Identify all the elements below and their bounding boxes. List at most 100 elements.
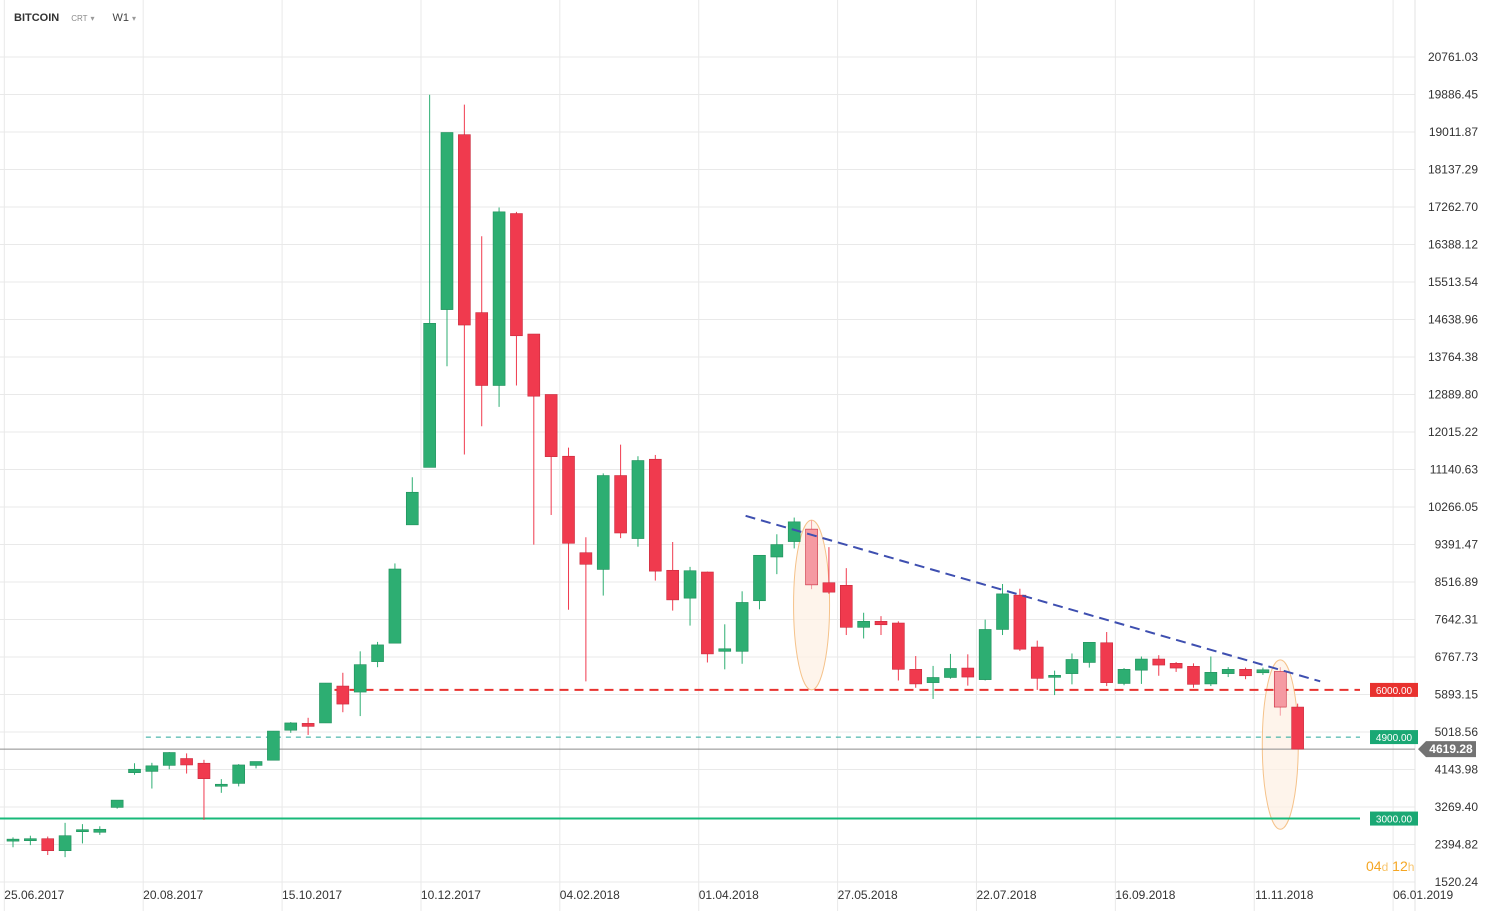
candle-bearish (458, 104, 471, 455)
candle-bullish (405, 477, 419, 526)
candle-body (562, 455, 575, 544)
candle-bearish (527, 333, 541, 545)
candle-body (353, 664, 367, 693)
candle-body (1187, 666, 1200, 685)
level-tag-label: 4900.00 (1376, 733, 1413, 744)
candle-bearish (892, 621, 905, 681)
time-tick-label: 16.09.2018 (1115, 888, 1175, 902)
candle-bullish (1048, 670, 1061, 696)
candle-body (128, 768, 141, 773)
price-tick-label: 19011.87 (1429, 125, 1478, 139)
candle-body (579, 552, 593, 565)
price-tick-label: 7642.31 (1435, 613, 1479, 627)
candle-body (1256, 669, 1270, 674)
candle-body (249, 761, 263, 766)
candle-body (666, 569, 679, 601)
candle-body (1239, 669, 1252, 677)
current-price-tag: 4619.28 (1418, 741, 1476, 758)
candle-bullish (58, 822, 72, 858)
candle-bullish (232, 764, 245, 787)
candle-bearish (475, 236, 489, 427)
level-tag-label: 3000.00 (1376, 815, 1413, 826)
candle-bullish (76, 824, 89, 844)
candle-bearish (701, 571, 714, 663)
price-tags: 6000.00 4900.00 3000.00 4619.28 (1370, 682, 1476, 826)
candle-body (1083, 642, 1096, 663)
candle-body (1291, 706, 1304, 750)
symbol-label[interactable]: BITCOIN (14, 12, 60, 24)
candle-bullish (1221, 667, 1235, 678)
candle-body (909, 669, 923, 685)
candle-body (544, 394, 558, 457)
level-tag: 4900.00 (1370, 730, 1418, 745)
candle-bearish (1273, 667, 1287, 716)
candle-body (6, 838, 20, 842)
candle-bearish (1239, 667, 1252, 680)
candle-body (475, 312, 489, 386)
chevron-down-icon: ▾ (132, 13, 137, 23)
chart-type-label: CRT (71, 13, 88, 23)
candle-body (735, 602, 749, 652)
candle-body (631, 460, 645, 539)
time-axis[interactable]: 25.06.2017 20.08.2017 15.10.2017 10.12.2017… (4, 888, 1453, 902)
candle-bullish (128, 763, 141, 775)
price-tick-label: 5893.15 (1435, 687, 1479, 701)
candle-body (996, 593, 1009, 630)
candle-body (76, 829, 89, 832)
time-tick-label: 15.10.2017 (282, 888, 342, 902)
candle-bearish (909, 656, 923, 688)
candle-bearish (510, 211, 523, 386)
price-tick-label: 4143.98 (1435, 763, 1479, 777)
candle-bullish (423, 94, 436, 468)
chart-toolbar: BITCOIN CRT ▾ W1 ▾ (0, 0, 1414, 36)
candle-bearish (1187, 663, 1200, 688)
candle-bullish (162, 752, 176, 770)
countdown-hours-unit: h (1407, 860, 1415, 874)
candle-bullish (996, 584, 1009, 636)
level-tag-box (1370, 811, 1418, 826)
time-tick-label: 11.11.2018 (1255, 888, 1314, 902)
candle-bullish (388, 563, 402, 644)
candle-bullish (284, 722, 298, 733)
price-tick-label: 9391.47 (1435, 538, 1479, 552)
candle-bullish (1204, 656, 1218, 687)
candle-body (41, 838, 55, 852)
candle-body (492, 211, 506, 386)
time-tick-label: 20.08.2017 (143, 888, 203, 902)
time-tick-label: 10.12.2017 (421, 888, 481, 902)
price-axis[interactable]: 20761.03 19886.45 19011.87 18137.29 17262.70… (1428, 50, 1478, 889)
candle-bearish (822, 547, 836, 594)
candle-bearish (1013, 588, 1027, 651)
candle-body (753, 554, 766, 602)
candle-bearish (197, 759, 211, 820)
candle-body (1013, 594, 1027, 650)
candle-bullish (267, 730, 280, 761)
chart-type-selector[interactable]: CRT ▾ (65, 14, 94, 23)
candle-body (770, 544, 784, 558)
candle-body (58, 835, 72, 852)
candle-body (978, 629, 992, 680)
candle-bullish (787, 517, 801, 549)
candle-bullish (371, 641, 384, 668)
candle-bullish (6, 837, 20, 848)
time-tick-label: 01.04.2018 (699, 888, 759, 902)
current-price-tag-label: 4619.28 (1429, 742, 1473, 756)
candle-body (180, 758, 193, 766)
price-tick-label: 19886.45 (1428, 87, 1478, 101)
candle-body (1065, 659, 1079, 674)
price-tick-label: 2394.82 (1435, 838, 1479, 852)
price-tick-label: 14638.96 (1428, 313, 1478, 327)
candle-bullish (319, 682, 332, 724)
interval-selector[interactable]: W1 ▾ (101, 12, 137, 24)
candle-bullish (93, 826, 107, 835)
candle-body (822, 582, 836, 593)
candle-body (284, 722, 298, 731)
candle-bullish (596, 473, 610, 596)
trendline (745, 514, 1321, 683)
price-tick-label: 16388.12 (1428, 238, 1478, 252)
candle-body (839, 584, 853, 628)
current-price-tag-box (1418, 741, 1476, 758)
candle-bullish (249, 761, 263, 769)
candle-bullish (944, 653, 957, 679)
